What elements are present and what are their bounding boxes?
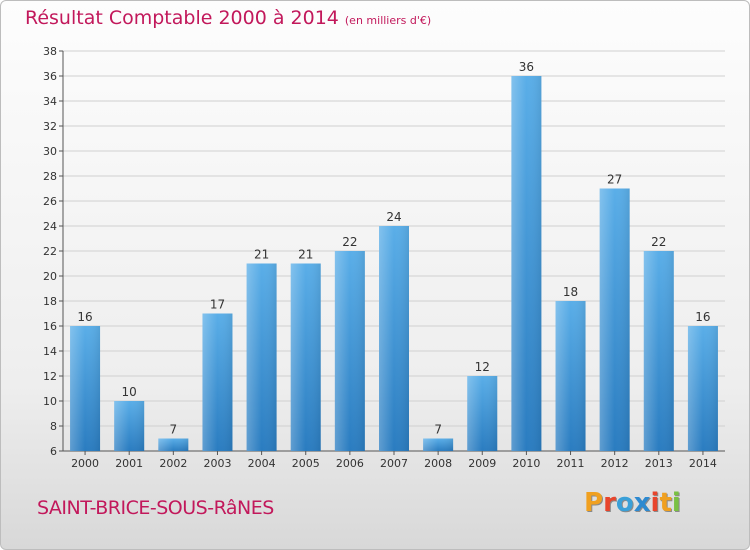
bar-shine-2004 bbox=[246, 263, 277, 451]
y-tick-label-22: 22 bbox=[43, 245, 57, 258]
x-tick-label-2010: 2010 bbox=[512, 457, 540, 470]
bar-shine-2013 bbox=[643, 251, 674, 451]
bar-shine-2003 bbox=[202, 313, 233, 451]
x-tick-label-2008: 2008 bbox=[424, 457, 452, 470]
logo-letter: P bbox=[584, 488, 604, 518]
y-tick-label-26: 26 bbox=[43, 195, 57, 208]
y-tick-label-20: 20 bbox=[43, 270, 57, 283]
logo-letter: i bbox=[650, 488, 660, 518]
bar-shine-2005 bbox=[290, 263, 321, 451]
x-tick-label-2002: 2002 bbox=[159, 457, 187, 470]
bar-shine-2000 bbox=[70, 326, 101, 451]
chart-subtitle: (en milliers d'€) bbox=[344, 14, 432, 27]
data-label-2007: 24 bbox=[386, 210, 401, 224]
y-tick-label-16: 16 bbox=[43, 320, 57, 333]
data-label-2012: 27 bbox=[607, 173, 622, 187]
bar-shine-2014 bbox=[687, 326, 718, 451]
data-label-2011: 18 bbox=[563, 285, 578, 299]
data-label-2005: 21 bbox=[298, 248, 313, 262]
data-label-2003: 17 bbox=[210, 298, 225, 312]
x-tick-label-2005: 2005 bbox=[292, 457, 320, 470]
data-label-2001: 10 bbox=[122, 385, 137, 399]
x-tick-label-2012: 2012 bbox=[601, 457, 629, 470]
x-tick-label-2006: 2006 bbox=[336, 457, 364, 470]
bar-shine-2012 bbox=[599, 188, 630, 451]
y-tick-label-18: 18 bbox=[43, 295, 57, 308]
y-tick-label-38: 38 bbox=[43, 45, 57, 58]
bar-shine-2010 bbox=[511, 76, 542, 451]
x-tick-label-2000: 2000 bbox=[71, 457, 99, 470]
bar-shine-2002 bbox=[158, 438, 189, 451]
x-tick-label-2003: 2003 bbox=[203, 457, 231, 470]
bar-shine-2009 bbox=[467, 376, 498, 451]
x-tick-label-2011: 2011 bbox=[557, 457, 585, 470]
data-label-2008: 7 bbox=[434, 423, 442, 437]
bar-shine-2008 bbox=[423, 438, 454, 451]
data-label-2014: 16 bbox=[695, 310, 710, 324]
y-tick-label-14: 14 bbox=[43, 345, 57, 358]
data-label-2010: 36 bbox=[519, 60, 534, 74]
logo-letter: r bbox=[603, 488, 616, 518]
x-tick-label-2013: 2013 bbox=[645, 457, 673, 470]
logo-letter: x bbox=[633, 488, 651, 518]
bar-shine-2011 bbox=[555, 301, 586, 451]
chart-title-text: Résultat Comptable 2000 à 2014 bbox=[25, 7, 339, 29]
y-tick-label-28: 28 bbox=[43, 170, 57, 183]
logo-letter: t bbox=[659, 488, 672, 518]
data-label-2004: 21 bbox=[254, 248, 269, 262]
commune-name: SAINT-BRICE-SOUS-RâNES bbox=[37, 497, 274, 519]
y-tick-label-24: 24 bbox=[43, 220, 57, 233]
logo-letter: o bbox=[615, 488, 634, 518]
data-label-2000: 16 bbox=[77, 310, 92, 324]
bar-shine-2001 bbox=[114, 401, 145, 451]
y-tick-label-30: 30 bbox=[43, 145, 57, 158]
x-tick-label-2007: 2007 bbox=[380, 457, 408, 470]
proxiti-logo: Proxiti bbox=[584, 488, 681, 518]
y-tick-label-12: 12 bbox=[43, 370, 57, 383]
x-tick-label-2009: 2009 bbox=[468, 457, 496, 470]
x-tick-label-2004: 2004 bbox=[248, 457, 276, 470]
y-tick-label-32: 32 bbox=[43, 120, 57, 133]
chart-title: Résultat Comptable 2000 à 2014 (en millie… bbox=[25, 7, 431, 29]
data-label-2009: 12 bbox=[475, 360, 490, 374]
logo-letter: i bbox=[671, 488, 681, 518]
data-label-2013: 22 bbox=[651, 235, 666, 249]
y-tick-label-34: 34 bbox=[43, 95, 57, 108]
x-tick-label-2001: 2001 bbox=[115, 457, 143, 470]
y-tick-label-6: 6 bbox=[50, 445, 57, 458]
y-tick-label-36: 36 bbox=[43, 70, 57, 83]
y-tick-label-10: 10 bbox=[43, 395, 57, 408]
y-tick-label-8: 8 bbox=[50, 420, 57, 433]
bar-shine-2006 bbox=[334, 251, 365, 451]
bar-shine-2007 bbox=[379, 226, 409, 451]
data-label-2006: 22 bbox=[342, 235, 357, 249]
data-label-2002: 7 bbox=[170, 423, 178, 437]
x-tick-label-2014: 2014 bbox=[689, 457, 717, 470]
